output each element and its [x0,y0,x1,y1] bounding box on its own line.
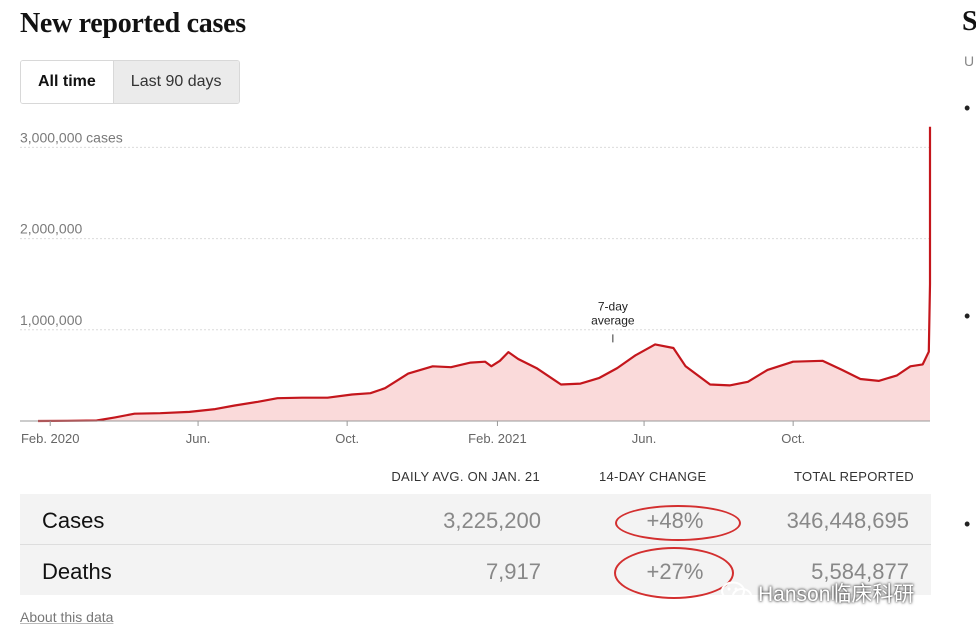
stats-table: Cases 3,225,200 +48% 346,448,695 Deaths … [20,494,931,595]
col-header-daily-avg: DAILY AVG. ON JAN. 21 [391,469,540,484]
page-title: New reported cases [20,8,246,39]
about-data-link[interactable]: About this data [20,609,114,625]
col-header-total-reported: TOTAL REPORTED [793,469,914,484]
y-tick-label: 3,000,000 cases [20,129,123,145]
deaths-total-reported: 5,584,877 [811,559,909,584]
x-tick-label: Oct. [781,431,805,446]
annotation-label: 7-day [598,299,628,313]
x-tick-label: Jun. [632,431,657,446]
side-bullet: • [964,98,971,118]
toggle-last-90-days[interactable]: Last 90 days [112,61,239,103]
x-tick-label: Feb. 2021 [468,431,527,446]
x-tick-label: Jun. [186,431,211,446]
series-line [37,126,932,423]
y-tick-label: 1,000,000 [20,312,82,328]
toggle-all-time[interactable]: All time [21,61,113,103]
x-tick-label: Oct. [335,431,359,446]
table-row-deaths: Deaths 7,917 +27% 5,584,877 [20,544,931,595]
series-area [38,126,930,422]
col-header-14-day-change: 14-DAY CHANGE [599,469,707,484]
cases-chart: 3,000,000 cases 2,000,000 1,000,000 Feb. 20… [20,126,932,446]
cases-total-reported: 346,448,695 [786,508,909,533]
side-panel-heading: S [962,6,976,37]
side-panel-subtext: U [964,53,975,69]
row-label-cases: Cases [42,508,105,533]
watermark-text: Hanson临床科研 [758,583,915,606]
row-label-deaths: Deaths [42,559,112,584]
watermark: Hanson临床科研 [720,578,914,608]
x-tick-label: Feb. 2020 [21,431,80,446]
annotation-label: average [591,313,635,327]
y-tick-label: 2,000,000 [20,221,82,237]
highlight-ellipse-cases [615,505,741,541]
deaths-daily-avg: 7,917 [485,559,541,584]
side-bullet: • [964,306,971,326]
wechat-icon [721,581,752,604]
highlight-ellipse-deaths [614,547,734,599]
side-bullet: • [964,514,971,534]
table-row-cases: Cases 3,225,200 +48% 346,448,695 [20,494,931,544]
time-range-toggle: All time Last 90 days [20,60,240,104]
cases-daily-avg: 3,225,200 [443,508,541,533]
